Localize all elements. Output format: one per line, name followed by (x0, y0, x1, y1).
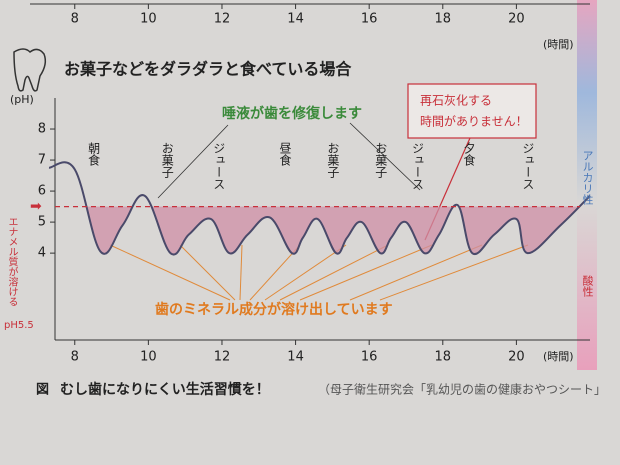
ph-curve (48, 161, 591, 256)
top-tick-label: 10 (140, 12, 157, 27)
x-tick-label: 20 (508, 350, 525, 365)
event-label: お菓子 (160, 142, 174, 178)
x-axis-label: (時間) (543, 350, 574, 363)
mineral-lines (109, 244, 529, 301)
alkaline-label: アルカリ性 (581, 150, 594, 206)
threshold-label: エナメル質が溶ける (6, 217, 18, 307)
event-label: 昼食 (278, 142, 292, 166)
top-tick-label: 14 (287, 12, 304, 27)
x-tick-label: 12 (214, 350, 231, 365)
top-axis-label: (時間) (543, 38, 574, 51)
x-tick-label: 18 (435, 350, 452, 365)
caption-text: むし歯になりにくい生活習慣を！ (60, 381, 270, 398)
x-tick-label: 14 (287, 350, 304, 365)
leader-lines (157, 122, 421, 199)
y-tick-label: 4 (38, 246, 46, 261)
event-label: ジュース (411, 142, 425, 190)
x-tick-label: 16 (361, 350, 378, 365)
top-tick-label: 16 (361, 12, 378, 27)
threshold-arrow: ➡ (30, 199, 42, 215)
y-tick-label: 6 (38, 184, 46, 199)
event-label: お菓子 (326, 142, 340, 178)
top-tick-label: 20 (508, 12, 525, 27)
tooth-icon (13, 48, 47, 92)
caption-source: （母子衛生研究会「乳幼児の歯の健康おやつシート」 (318, 382, 606, 397)
event-label: 朝食 (87, 142, 101, 166)
top-tick-label: 12 (214, 12, 231, 27)
mineral-note: 歯のミネラル成分が溶け出しています (155, 301, 393, 318)
no-time-note: 時間がありません！ (420, 114, 528, 129)
y-tick-label: 8 (38, 122, 46, 137)
y-axis-label: (pH) (10, 93, 34, 106)
annotation-box (407, 83, 537, 139)
x-tick-label: 10 (140, 350, 157, 365)
event-label: ジュース (521, 142, 535, 190)
top-tick-label: 18 (435, 12, 452, 27)
top-tick-label: 8 (71, 12, 79, 27)
y-tick-label: 5 (38, 215, 46, 230)
saliva-note: 唾液が歯を修復します (222, 105, 362, 122)
event-label: お菓子 (374, 142, 388, 178)
ph-scale-bar (577, 0, 597, 370)
x-tick-label: 8 (71, 350, 79, 365)
y-tick-label: 7 (38, 153, 46, 168)
acidic-label: 酸性 (581, 274, 594, 298)
event-label: ジュース (212, 142, 226, 190)
threshold-sublabel: pH5.5 (4, 320, 34, 331)
caption-label: 図 (36, 383, 49, 398)
event-label: 夕食 (462, 142, 476, 166)
no-time-note: 再石灰化する (420, 94, 492, 108)
chart-title: お菓子などをダラダラと食べている場合 (64, 60, 352, 79)
